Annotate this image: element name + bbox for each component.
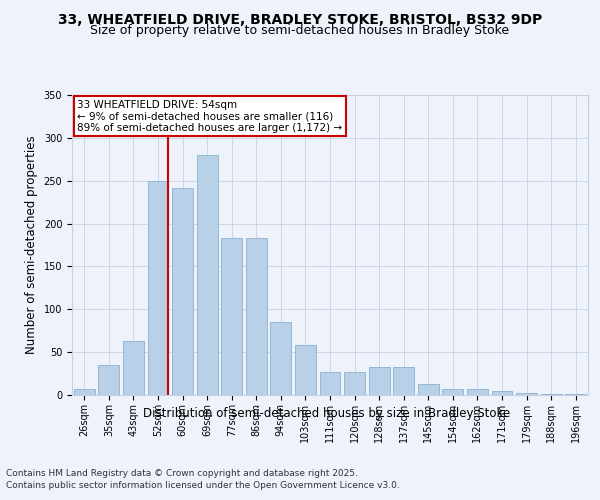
Y-axis label: Number of semi-detached properties: Number of semi-detached properties: [25, 136, 38, 354]
Bar: [148, 180, 169, 395]
Bar: [221, 238, 242, 395]
Bar: [271, 322, 292, 395]
Bar: [467, 389, 488, 395]
Bar: [565, 394, 586, 395]
Bar: [98, 365, 119, 395]
Bar: [516, 394, 537, 395]
Bar: [491, 390, 512, 395]
Bar: [172, 188, 193, 395]
Bar: [295, 346, 316, 395]
Bar: [442, 389, 463, 395]
Text: Contains public sector information licensed under the Open Government Licence v3: Contains public sector information licen…: [6, 481, 400, 490]
Text: Size of property relative to semi-detached houses in Bradley Stoke: Size of property relative to semi-detach…: [91, 24, 509, 37]
Bar: [393, 366, 414, 395]
Text: Distribution of semi-detached houses by size in Bradley Stoke: Distribution of semi-detached houses by …: [143, 408, 511, 420]
Text: 33 WHEATFIELD DRIVE: 54sqm
← 9% of semi-detached houses are smaller (116)
89% of: 33 WHEATFIELD DRIVE: 54sqm ← 9% of semi-…: [77, 100, 342, 132]
Text: 33, WHEATFIELD DRIVE, BRADLEY STOKE, BRISTOL, BS32 9DP: 33, WHEATFIELD DRIVE, BRADLEY STOKE, BRI…: [58, 12, 542, 26]
Bar: [541, 394, 562, 395]
Bar: [197, 155, 218, 395]
Bar: [246, 238, 267, 395]
Bar: [123, 341, 144, 395]
Bar: [74, 389, 95, 395]
Bar: [320, 372, 340, 395]
Bar: [344, 372, 365, 395]
Bar: [418, 384, 439, 395]
Text: Contains HM Land Registry data © Crown copyright and database right 2025.: Contains HM Land Registry data © Crown c…: [6, 469, 358, 478]
Bar: [368, 366, 389, 395]
